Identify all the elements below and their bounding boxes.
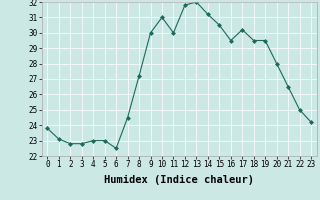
- X-axis label: Humidex (Indice chaleur): Humidex (Indice chaleur): [104, 175, 254, 185]
